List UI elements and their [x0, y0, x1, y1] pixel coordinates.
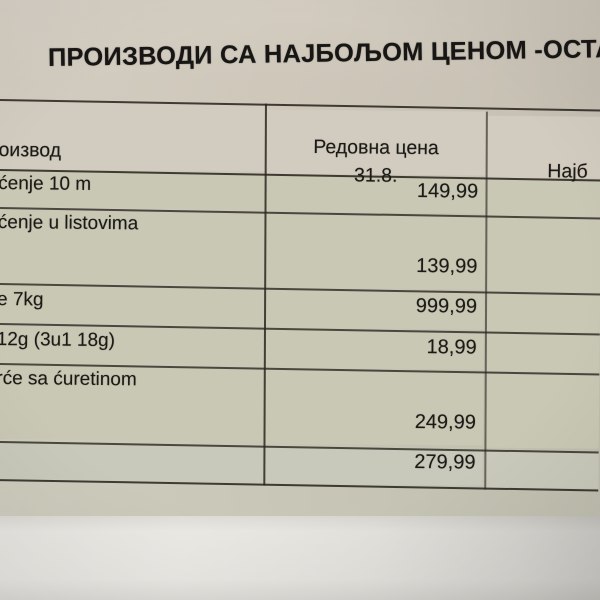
header-label-product: оизвод [0, 138, 62, 162]
product-name-1: ćenje 10 m [0, 172, 92, 195]
regular-price-5: 249,99 [414, 411, 477, 434]
product-name-3: e 7kg [0, 288, 44, 311]
cell-best-price-2 [486, 217, 600, 293]
header-label-best-price: Најб [547, 160, 588, 183]
regular-price-3: 999,99 [415, 295, 478, 318]
regular-price-4: 18,99 [426, 336, 477, 359]
header-label-regular-price-line1: Редовна цена [313, 136, 439, 160]
cell-best-price-5 [484, 373, 600, 449]
regular-price-1: 149,99 [416, 180, 479, 203]
regular-price-6: 279,99 [414, 451, 476, 474]
product-name-4: 12g (3u1 18g) [0, 328, 116, 352]
price-table: оизвод Редовна цена 31.8. Најб ćenje 10 … [0, 99, 600, 525]
cell-best-price-3 [485, 293, 600, 333]
product-name-5: rće sa ćuretinom [0, 367, 137, 391]
regular-price-2: 139,99 [416, 255, 478, 278]
cell-best-price-6 [484, 451, 599, 489]
cell-best-price-4 [485, 333, 600, 373]
cell-product-6 [0, 442, 262, 482]
paper-lower-blank-area [0, 516, 600, 600]
cell-best-price-1 [486, 179, 600, 217]
product-name-2: ćenje u listovima [0, 211, 139, 235]
